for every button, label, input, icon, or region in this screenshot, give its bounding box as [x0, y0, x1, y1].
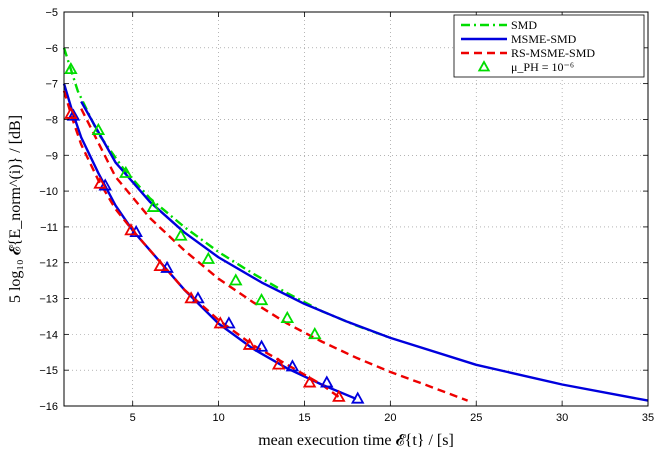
x-tick-label: 20 [384, 412, 396, 424]
marker-point [302, 375, 317, 388]
x-axis-label: mean execution time 𝓔{t} / [s] [258, 432, 454, 449]
marker-point [184, 291, 198, 304]
marker-point [308, 327, 322, 340]
marker-point [271, 357, 286, 370]
y-tick-label: −15 [39, 365, 58, 377]
series-layer [62, 47, 649, 402]
marker-point [213, 316, 228, 329]
marker-point [66, 108, 81, 121]
marker-point [191, 291, 205, 304]
marker-point [350, 391, 365, 404]
marker-point [174, 228, 188, 241]
marker-point [119, 165, 133, 178]
legend-marker-4 [477, 60, 491, 72]
y-axis-label: 5 log₁₀ 𝓔{E_norm^(i)} / [dB] [7, 115, 24, 303]
y-tick-label: −5 [45, 7, 58, 19]
x-tick-label: 15 [298, 412, 310, 424]
marker-point [64, 61, 78, 75]
marker-point [153, 258, 167, 272]
x-tick-label: 5 [130, 412, 136, 424]
marker-point [93, 176, 107, 189]
marker-point [146, 199, 161, 212]
ticks-layer: 5 10 15 20 25 30 35 −16 −15 −14 −13 −12 −11 −10 −9 −8 −7… [39, 7, 654, 424]
x-tick-label: 30 [556, 412, 568, 424]
marker-point [229, 273, 243, 286]
y-tick-label: −12 [39, 258, 58, 270]
y-tick-label: −7 [45, 79, 58, 91]
marker-point [254, 292, 269, 306]
marker-point [280, 310, 295, 323]
y-tick-label: −11 [40, 222, 58, 234]
x-tick-label: 25 [470, 412, 482, 424]
marker-point [254, 339, 269, 352]
y-tick-label: −8 [45, 114, 58, 126]
y-tick-label: −6 [45, 43, 58, 55]
x-tick-label: 35 [642, 412, 654, 424]
plot-frame [63, 11, 649, 407]
marker-point [64, 106, 78, 119]
series-line-4 [62, 90, 340, 398]
legend-label-2: MSME-SMD [511, 32, 577, 46]
marker-point [222, 316, 236, 329]
legend-label-1: SMD [511, 18, 537, 32]
marker-point [242, 337, 257, 350]
series-line-3 [80, 100, 649, 402]
x-tick-label: 10 [212, 412, 224, 424]
marker-point [201, 251, 216, 264]
y-tick-label: −14 [39, 329, 58, 341]
y-tick-label: −13 [39, 294, 58, 306]
marker-point [91, 122, 106, 135]
marker-point [320, 375, 334, 388]
marker-point [124, 223, 138, 236]
y-tick-label: −9 [45, 150, 58, 162]
y-tick-label: −10 [39, 186, 58, 198]
marker-point [98, 178, 112, 191]
marker-point [285, 359, 300, 372]
series-line-5 [80, 108, 469, 402]
marker-point [332, 389, 346, 402]
markers-layer [64, 61, 365, 404]
y-tick-label: −16 [39, 401, 58, 413]
legend-label-3: RS-MSME-SMD [511, 46, 595, 60]
legend-label-4: μ_PH = 10⁻⁶ [511, 60, 574, 74]
marker-point [129, 224, 143, 238]
